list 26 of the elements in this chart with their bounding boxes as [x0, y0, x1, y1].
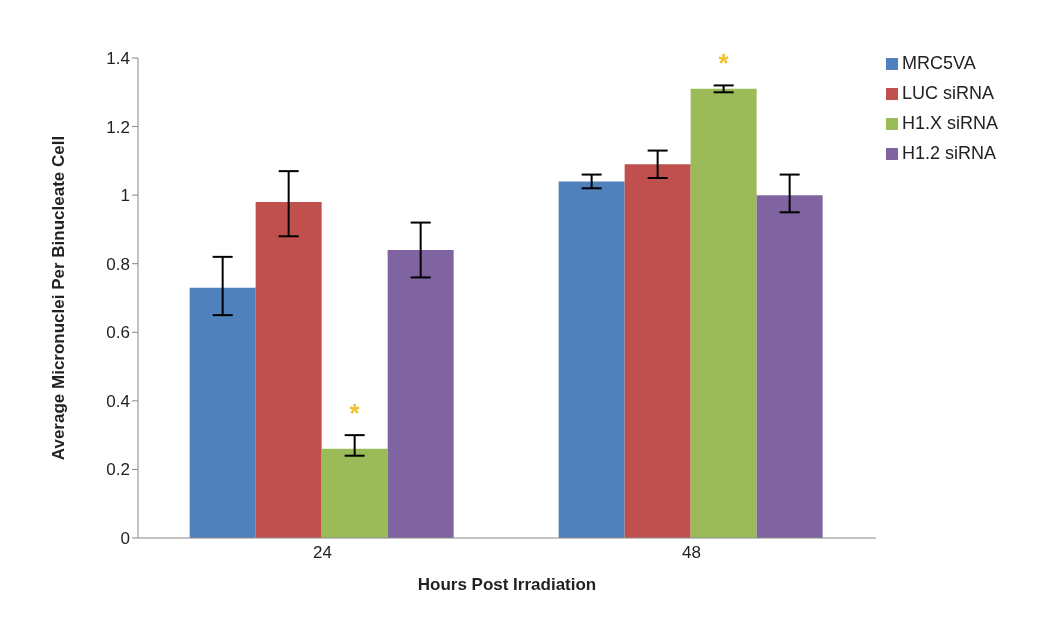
y-tick-label: 0	[120, 529, 130, 549]
x-tick-label: 48	[682, 543, 701, 563]
y-tick-label: 0.8	[106, 254, 130, 274]
y-tick-label: 0.6	[106, 323, 130, 343]
annotation: *	[349, 398, 361, 429]
y-tick-label: 0.2	[106, 460, 130, 480]
bar	[558, 181, 625, 538]
bar	[756, 195, 823, 538]
legend-label: H1.X siRNA	[901, 113, 998, 133]
bar	[189, 287, 256, 538]
bar	[690, 88, 757, 538]
legend-label: LUC siRNA	[901, 83, 994, 103]
bar	[387, 250, 454, 538]
x-axis-title: Hours Post Irradiation	[417, 575, 597, 594]
bar	[321, 448, 388, 538]
annotation: *	[718, 48, 730, 79]
legend-label: MRC5VA	[901, 53, 976, 73]
y-tick-label: 0.4	[106, 391, 130, 411]
bar	[624, 164, 691, 538]
y-tick-label: 1.2	[106, 117, 130, 137]
y-axis-title: Average Micronuclei Per Binucleate Cell	[49, 135, 69, 461]
y-tick-label: 1	[120, 186, 130, 206]
x-tick-label: 24	[313, 543, 332, 563]
y-tick-label: 1.4	[106, 49, 130, 69]
legend-label: H1.2 siRNA	[901, 143, 996, 163]
bar	[255, 202, 322, 538]
